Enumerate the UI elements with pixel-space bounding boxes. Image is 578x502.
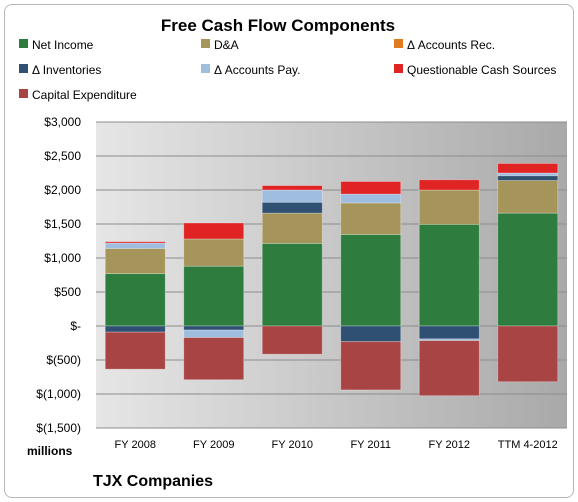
y-axis-ticks: $3,000 $2,500 $2,000 $1,500 $1,000 $500 $- $(50…	[36, 115, 81, 435]
legend-label: Net Income	[32, 38, 94, 52]
bar-segment	[183, 329, 245, 338]
bar-segment	[183, 265, 245, 327]
bar-segment	[340, 325, 402, 343]
bar-segment	[418, 223, 480, 327]
x-tick-label: FY 2008	[115, 439, 156, 451]
bar-segment	[497, 180, 559, 214]
y-tick-label: $(1,000)	[36, 387, 81, 401]
bars	[104, 163, 559, 397]
legend-label: D&A	[214, 38, 239, 52]
bar-segment	[261, 189, 323, 203]
bar-segment	[261, 212, 323, 244]
bar-segment	[497, 325, 559, 383]
y-tick-label: $2,500	[44, 149, 81, 163]
y-tick-label: $500	[54, 285, 81, 299]
legend-swatch	[19, 64, 28, 73]
legend-label: Δ Accounts Pay.	[214, 63, 301, 77]
x-tick-label: FY 2012	[429, 439, 470, 451]
legend-swatch	[19, 39, 28, 48]
bar-segment	[261, 201, 323, 214]
bar-segment	[340, 193, 402, 204]
bar-segment	[497, 163, 559, 174]
bar-segment	[340, 341, 402, 391]
legend-label: Δ Accounts Rec.	[407, 38, 495, 52]
legend: Net Income D&A Δ Accounts Rec. Δ Inventorie…	[19, 38, 556, 102]
bar-segment	[418, 340, 480, 397]
bar-segment	[261, 325, 323, 355]
x-tick-label: FY 2010	[272, 439, 313, 451]
y-tick-label: $2,000	[44, 183, 81, 197]
legend-swatch	[201, 39, 210, 48]
chart-frame: Free Cash Flow Components Net Income D&A Δ…	[4, 4, 574, 498]
bar-segment	[183, 337, 245, 381]
bar-segment	[183, 222, 245, 240]
legend-label: Questionable Cash Sources	[407, 63, 556, 77]
legend-swatch	[201, 64, 210, 73]
legend-label: Capital Expenditure	[32, 88, 137, 102]
x-tick-label: TTM 4-2012	[498, 439, 558, 451]
bar-segment	[183, 325, 245, 331]
bar-segment	[104, 273, 166, 327]
y-tick-label: $1,500	[44, 217, 81, 231]
bar-segment	[340, 181, 402, 195]
unit-label: millions	[27, 444, 73, 458]
bar-segment	[261, 185, 323, 191]
y-tick-label: $(500)	[46, 353, 81, 367]
bar-segment	[418, 325, 480, 340]
bar-segment	[261, 242, 323, 327]
plot-area	[96, 122, 567, 428]
legend-label: Δ Inventories	[32, 63, 101, 77]
bar-segment	[418, 189, 480, 225]
free-cash-flow-chart: Free Cash Flow Components Net Income D&A Δ…	[19, 16, 567, 490]
bar-segment	[497, 172, 559, 177]
bar-segment	[340, 202, 402, 235]
bar-segment	[104, 325, 166, 333]
bar-segment	[497, 175, 559, 181]
bar-segment	[104, 331, 166, 370]
y-tick-label: $-	[70, 319, 81, 333]
bar-segment	[418, 179, 480, 191]
x-axis-ticks: FY 2008 FY 2009 FY 2010 FY 2011 FY 2012 TTM 4…	[115, 439, 558, 451]
legend-swatch	[394, 64, 403, 73]
gridlines	[96, 121, 567, 429]
x-tick-label: FY 2009	[193, 439, 234, 451]
company-label: TJX Companies	[93, 473, 213, 490]
bar-segment	[104, 242, 166, 249]
bar-segment	[104, 248, 166, 275]
legend-swatch	[394, 39, 403, 48]
y-tick-label: $3,000	[44, 115, 81, 129]
bar-segment	[340, 234, 402, 327]
y-tick-label: $1,000	[44, 251, 81, 265]
x-tick-label: FY 2011	[350, 439, 391, 451]
y-tick-label: $(1,500)	[36, 421, 81, 435]
bar-segment	[497, 212, 559, 327]
legend-swatch	[19, 89, 28, 98]
bar-segment	[104, 241, 166, 244]
bar-segment	[183, 238, 245, 267]
chart-title: Free Cash Flow Components	[161, 16, 395, 35]
